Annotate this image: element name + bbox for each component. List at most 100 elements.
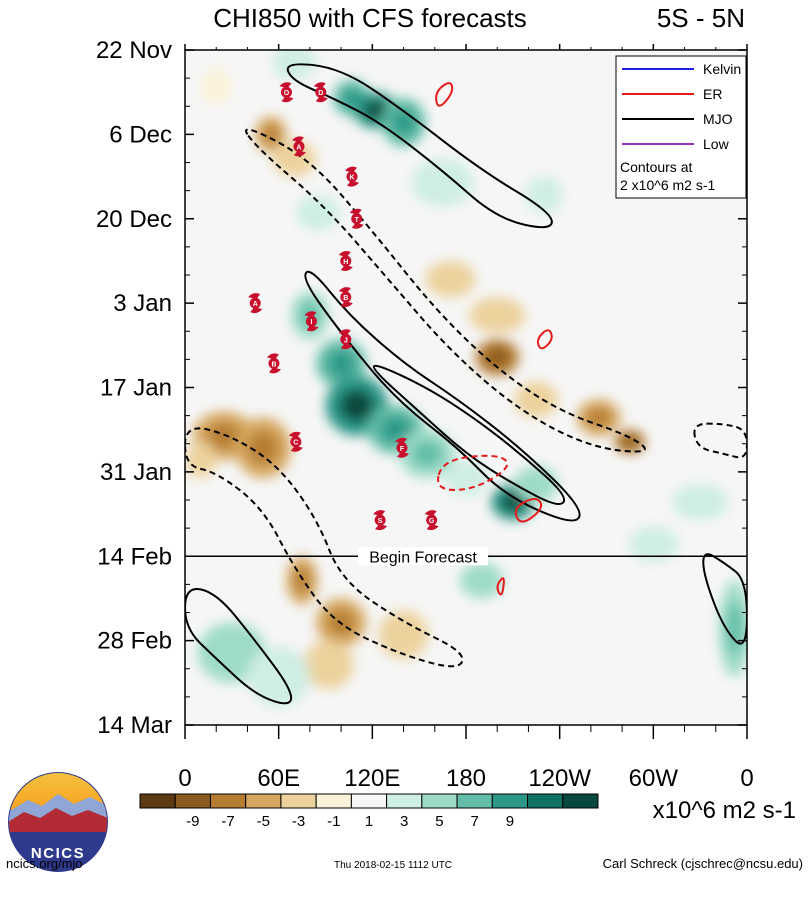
storm-marker-letter: K	[350, 175, 355, 182]
colorbar-label: -7	[221, 813, 234, 830]
x-tick-label: 120W	[528, 765, 591, 792]
colorbar-label: 7	[471, 813, 479, 830]
storm-marker-letter: G	[429, 518, 435, 525]
storm-marker: S	[373, 510, 388, 531]
storm-marker-arm	[279, 82, 292, 89]
axes: 22 Nov 6 Dec 20 Dec 3 Jan 17 Jan 31 Jan 14 Feb…	[96, 37, 754, 792]
storm-marker-arm	[291, 136, 304, 143]
storm-marker-arm	[424, 510, 437, 517]
x-tick-label: 0	[178, 765, 191, 792]
storm-marker-body	[249, 297, 261, 309]
x-tick-label: 120E	[344, 765, 400, 792]
storm-marker: D	[313, 82, 328, 103]
legend-label-kelvin: Kelvin	[703, 61, 741, 77]
anomaly-blob	[378, 610, 429, 659]
anomaly-blob-core	[327, 350, 355, 377]
colorbar-swatch	[315, 793, 352, 809]
legend-box	[615, 55, 747, 199]
storm-marker: B	[266, 353, 281, 374]
footer-website[interactable]: ncics.org/mjo	[6, 856, 83, 871]
storm-marker-arm	[426, 524, 439, 531]
legend-label-mjo: MJO	[703, 111, 733, 127]
colorbar-swatch	[280, 793, 317, 809]
storm-marker-arm	[351, 222, 364, 229]
storm-marker-arm	[304, 311, 317, 318]
storm-marker-arm	[313, 82, 326, 89]
colorbar-swatch	[527, 793, 564, 809]
mjo-contour-negative	[185, 427, 464, 668]
colorbar-swatch	[386, 793, 423, 809]
anomaly-blob-core	[485, 347, 510, 368]
x-tick-label: 60W	[629, 765, 679, 792]
mjo-contour-positive	[372, 364, 566, 505]
legend-label-er: ER	[703, 86, 722, 102]
colorbar-label: 9	[506, 813, 514, 830]
storm-marker-arm	[266, 353, 279, 360]
storm-marker: I	[304, 311, 319, 332]
legend: Kelvin ER MJO Low Contours at 2 x10^6 m2…	[615, 55, 747, 199]
y-tick-label: 3 Jan	[113, 290, 172, 317]
storm-marker-body	[340, 291, 352, 303]
chart-subtitle: 5S - 5N	[657, 3, 745, 33]
logo-mountains-near	[9, 808, 107, 834]
storm-marker-arm	[338, 250, 351, 257]
anomaly-blob	[514, 381, 559, 418]
storm-marker: T	[349, 208, 364, 229]
storm-marker-arm	[340, 301, 353, 308]
storm-marker-arm	[338, 329, 351, 336]
storm-marker-arm	[268, 367, 281, 374]
colorbar-label: 1	[365, 813, 373, 830]
storm-marker-arm	[338, 287, 351, 294]
colorbar-label: -5	[257, 813, 270, 830]
legend-entry-kelvin: Kelvin	[622, 61, 741, 77]
mjo-contour-positive	[304, 270, 581, 522]
er-contour	[437, 454, 509, 491]
legend-note-line1: Contours at	[620, 159, 692, 175]
storm-marker-letter: B	[343, 295, 348, 302]
storm-marker: F	[394, 437, 409, 458]
storm-marker-arm	[375, 524, 388, 531]
storm-marker-letter: H	[343, 259, 348, 266]
storm-marker-arm	[373, 510, 386, 517]
contour-layer	[185, 63, 747, 705]
storm-marker: J	[338, 329, 353, 350]
colorbar-label: -1	[327, 813, 340, 830]
colorbar-swatch	[245, 793, 282, 809]
storm-marker: A	[291, 136, 306, 157]
storm-marker-body	[396, 442, 408, 454]
storm-marker-layer: O D A K T H B A I J B C F S G	[248, 82, 439, 531]
anomaly-blob	[425, 260, 476, 298]
storm-marker-body	[315, 86, 327, 98]
anomaly-blob	[200, 68, 232, 105]
anomaly-blob	[303, 640, 354, 689]
storm-marker-arm	[315, 96, 328, 103]
anomaly-blob-core	[621, 435, 639, 449]
storm-marker-body	[426, 514, 438, 526]
anomaly-blob-core	[380, 416, 412, 443]
storm-marker-body	[340, 255, 352, 267]
begin-forecast-label-bg	[358, 547, 488, 566]
er-contour	[496, 577, 505, 596]
anomaly-blob	[672, 483, 729, 521]
colorbar-swatch	[139, 793, 176, 809]
footer-timestamp: Thu 2018-02-15 1112 UTC	[334, 860, 453, 871]
storm-marker-body	[340, 333, 352, 345]
chart-title: CHI850 with CFS forecasts	[213, 3, 527, 33]
anomaly-blob-core	[363, 100, 388, 121]
storm-marker-arm	[396, 451, 409, 458]
storm-marker-body	[268, 357, 280, 369]
storm-marker: K	[345, 166, 360, 187]
y-tick-label: 6 Dec	[109, 121, 172, 148]
storm-marker-letter: D	[318, 90, 323, 97]
colorbar-label: 3	[400, 813, 408, 830]
anomaly-blob	[628, 526, 679, 563]
anomaly-blob-core	[725, 602, 744, 656]
anomaly-blob-core	[247, 431, 279, 465]
storm-marker-arm	[347, 180, 360, 187]
legend-label-low: Low	[703, 136, 730, 152]
anomaly-blob	[459, 562, 504, 599]
anomaly-blob	[295, 194, 340, 231]
storm-marker-letter: B	[271, 361, 276, 368]
anomaly-blob-core	[339, 389, 374, 423]
